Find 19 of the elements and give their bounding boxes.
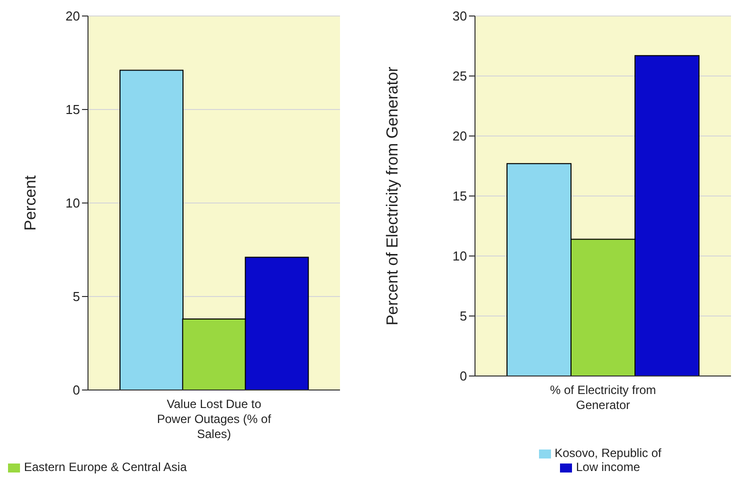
y-tick-label: 20 <box>452 128 467 144</box>
y-tick-label: 10 <box>452 248 467 264</box>
y-axis-title: Percent of Electricity from Generator <box>384 66 402 326</box>
y-tick-label: 0 <box>72 382 80 398</box>
y-tick-label: 5 <box>72 289 80 304</box>
y-tick-label: 20 <box>66 8 80 24</box>
y-tick-label: 30 <box>452 8 467 24</box>
y-tick-label: 0 <box>460 368 467 384</box>
y-tick-label: 15 <box>452 188 467 204</box>
legend-label: Eastern Europe & Central Asia <box>24 460 187 474</box>
y-tick-label: 10 <box>66 196 80 211</box>
y-axis-title: Percent <box>22 174 40 231</box>
legend-label: Kosovo, Republic of <box>554 446 662 460</box>
x-axis-title: % of Electricity from Generator <box>550 383 656 412</box>
y-tick-label: 15 <box>66 102 80 118</box>
y-tick-label: 25 <box>452 68 467 84</box>
legend-label: Low income <box>576 460 640 474</box>
x-axis-title: Value Lost Due to Power Outages (% of Sales) <box>156 397 272 441</box>
y-tick-label: 5 <box>460 308 467 324</box>
